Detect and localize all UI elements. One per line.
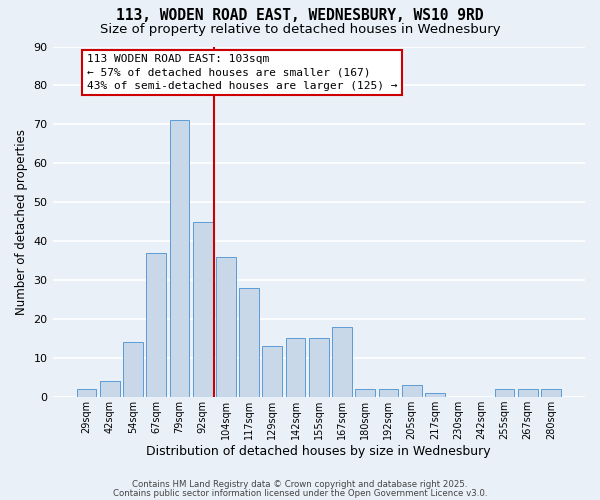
Bar	[123, 342, 143, 396]
Bar	[494, 389, 514, 396]
Bar	[541, 389, 561, 396]
Bar	[309, 338, 329, 396]
Text: 113, WODEN ROAD EAST, WEDNESBURY, WS10 9RD: 113, WODEN ROAD EAST, WEDNESBURY, WS10 9…	[116, 8, 484, 22]
Text: 113 WODEN ROAD EAST: 103sqm
← 57% of detached houses are smaller (167)
43% of se: 113 WODEN ROAD EAST: 103sqm ← 57% of det…	[86, 54, 397, 90]
Text: Size of property relative to detached houses in Wednesbury: Size of property relative to detached ho…	[100, 22, 500, 36]
Bar	[332, 326, 352, 396]
Bar	[286, 338, 305, 396]
Bar	[170, 120, 190, 396]
Bar	[402, 385, 422, 396]
Bar	[216, 256, 236, 396]
Bar	[379, 389, 398, 396]
Bar	[146, 252, 166, 396]
Bar	[425, 393, 445, 396]
Bar	[77, 389, 97, 396]
Text: Contains public sector information licensed under the Open Government Licence v3: Contains public sector information licen…	[113, 488, 487, 498]
Bar	[355, 389, 375, 396]
Bar	[239, 288, 259, 397]
X-axis label: Distribution of detached houses by size in Wednesbury: Distribution of detached houses by size …	[146, 444, 491, 458]
Bar	[193, 222, 212, 396]
Bar	[262, 346, 282, 397]
Y-axis label: Number of detached properties: Number of detached properties	[15, 128, 28, 314]
Bar	[518, 389, 538, 396]
Bar	[100, 381, 119, 396]
Text: Contains HM Land Registry data © Crown copyright and database right 2025.: Contains HM Land Registry data © Crown c…	[132, 480, 468, 489]
